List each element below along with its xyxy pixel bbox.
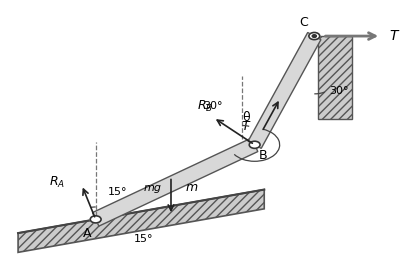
Text: T: T	[241, 120, 249, 133]
Text: mg: mg	[143, 183, 161, 193]
Polygon shape	[92, 138, 258, 226]
Text: C: C	[299, 16, 308, 29]
Text: 30°: 30°	[203, 101, 223, 111]
Polygon shape	[318, 36, 352, 119]
Text: m: m	[186, 181, 198, 194]
Text: B: B	[259, 149, 267, 162]
Text: 30°: 30°	[330, 86, 349, 96]
Polygon shape	[18, 190, 264, 252]
Text: θ: θ	[242, 111, 250, 124]
Circle shape	[312, 35, 316, 38]
Text: $R_A$: $R_A$	[49, 175, 65, 190]
Text: T: T	[389, 29, 398, 43]
Circle shape	[249, 141, 260, 148]
Circle shape	[90, 216, 101, 223]
Polygon shape	[248, 33, 321, 148]
Text: $R_B$: $R_B$	[197, 99, 213, 114]
Text: 15°: 15°	[108, 187, 128, 197]
Circle shape	[309, 33, 320, 40]
Text: A: A	[83, 227, 92, 240]
Text: 15°: 15°	[134, 234, 153, 244]
